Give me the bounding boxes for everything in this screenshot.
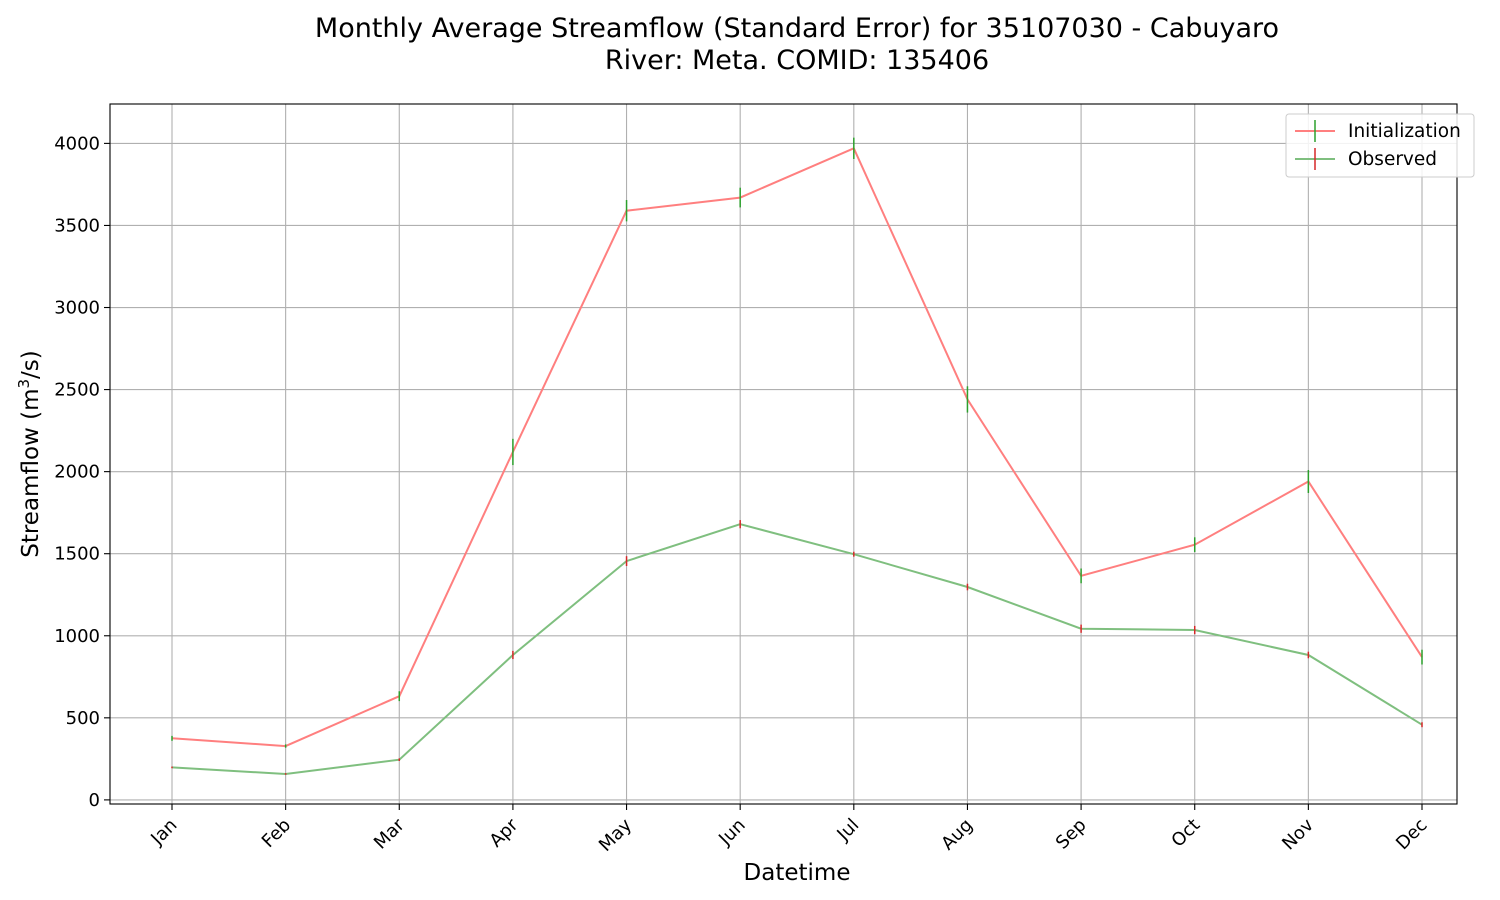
x-tick-label: Jun [714, 815, 749, 850]
x-tick-label: May [595, 814, 636, 855]
x-axis-label: Datetime [744, 860, 851, 886]
x-tick-label: Aug [937, 815, 977, 855]
y-axis-label: Streamflow (m3/s) [15, 350, 44, 558]
y-tick-label: 0 [89, 790, 100, 811]
grid-lines [110, 104, 1457, 804]
legend-box [1285, 113, 1475, 178]
plot-frame [109, 103, 1458, 805]
legend: Initialization Observed [1285, 113, 1475, 178]
x-tick-label: Feb [258, 815, 295, 852]
legend-label-observed: Observed [1348, 149, 1437, 170]
y-axis-label-end: /s) [18, 350, 44, 379]
x-tick-label: Sep [1052, 815, 1091, 854]
series-line-initialization [171, 146, 1423, 748]
legend-label-initialization: Initialization [1348, 121, 1461, 142]
y-tick-label: 2500 [54, 380, 100, 401]
x-tick-label: Oct [1167, 815, 1204, 852]
y-tick-label: 1000 [54, 626, 100, 647]
y-tick-label: 4000 [54, 133, 100, 154]
x-tick-label: Apr [486, 814, 523, 851]
y-tick-label: 3000 [54, 298, 100, 319]
x-tick-label: Jul [832, 815, 863, 846]
y-tick-label: 500 [66, 708, 100, 729]
y-tick-label: 1500 [54, 544, 100, 565]
y-tick-label: 3500 [54, 215, 100, 236]
x-tick-label: Nov [1278, 814, 1318, 854]
y-tick-label: 2000 [54, 462, 100, 483]
y-axis-label-sup: 3 [15, 379, 33, 389]
x-tick-label: Dec [1392, 815, 1431, 854]
x-tick-label: Jan [146, 815, 181, 850]
series-line-observed [171, 523, 1423, 776]
chart-title-line-2: River: Meta. COMID: 135406 [605, 45, 989, 76]
axis-ticks: 0 500 1000 1500 2000 2500 3000 3500 4000 Jan Feb Ma… [54, 133, 1431, 855]
chart-title-line-1: Monthly Average Streamflow (Standard Err… [315, 13, 1279, 44]
x-tick-label: Mar [370, 814, 409, 853]
y-axis-label-main: Streamflow (m [18, 388, 44, 557]
series-layer [171, 137, 1423, 776]
